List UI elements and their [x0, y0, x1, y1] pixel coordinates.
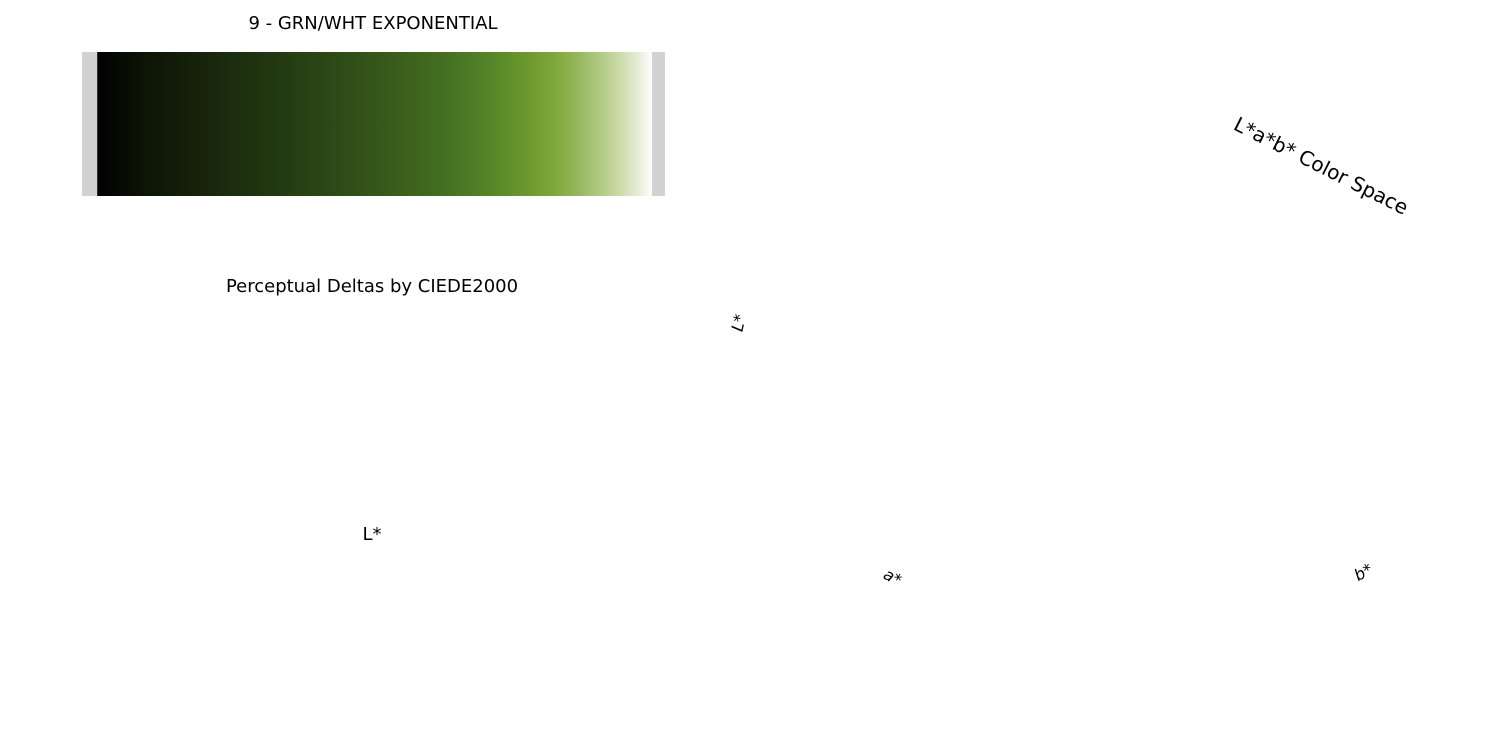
a-axis-title: a*	[880, 565, 905, 590]
l-axis-title: L*	[728, 313, 750, 334]
colorbar-title: 9 - GRN/WHT EXPONENTIAL	[248, 13, 497, 34]
b-axis-title: b*	[1351, 559, 1376, 584]
lstar-title: L*	[362, 524, 381, 545]
deltas-title: Perceptual Deltas by CIEDE2000	[226, 276, 518, 297]
colorbar-plot	[82, 52, 665, 196]
lab3d-title: L*a*b* Color Space	[1230, 112, 1412, 220]
colorbar-gradient-strip	[97, 52, 652, 196]
